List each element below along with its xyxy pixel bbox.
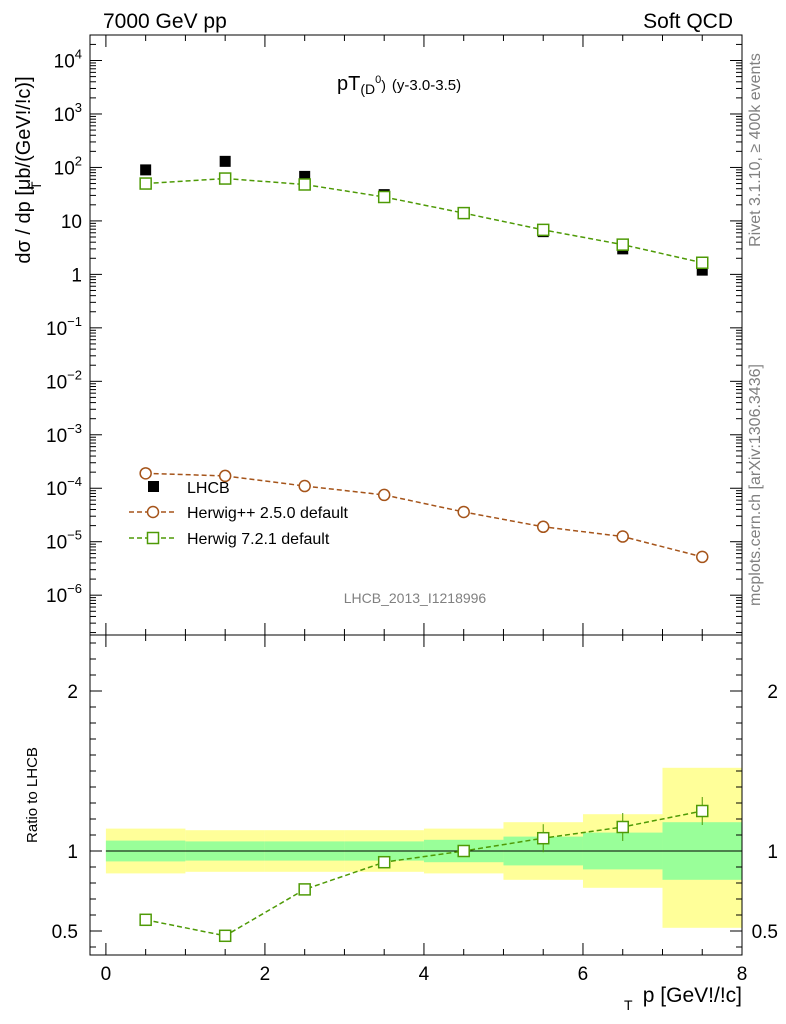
plot-title-sup: 0 <box>375 74 381 86</box>
ratio-y-tick-label-right: 1 <box>767 842 778 863</box>
point-herwig-7-2-1-default <box>139 177 152 190</box>
point-lhcb <box>140 164 152 176</box>
ratio-panel: 0.5 0.5 1 1 2 2 0 2 4 6 8 Ratio to LHCB p [GeV!/!c… <box>24 634 778 1013</box>
x-tick-label: 2 <box>260 964 271 985</box>
ratio-y-tick-label-left: 2 <box>67 682 78 703</box>
ratio-point-herwig-7-2-1-default <box>298 883 311 896</box>
point-lhcb <box>299 170 311 182</box>
ratio-point-herwig-7-2-1-default <box>218 929 232 943</box>
legend-marker-lhcb <box>148 481 159 492</box>
series-line-herwig-2-5-0-default <box>145 472 703 558</box>
plot-title-main: pT <box>337 73 360 95</box>
main-y-tick-label: 10−6 <box>46 581 82 607</box>
main-y-tick-label: 10−5 <box>46 528 82 554</box>
x-tick-label: 8 <box>737 964 748 985</box>
point-herwig-2-5-0-default <box>139 467 152 480</box>
ratio-point-herwig-7-2-1-default <box>536 831 550 845</box>
rivet-version-label: Rivet 3.1.10, ≥ 400k events <box>747 53 764 247</box>
analysis-watermark: LHCB_2013_I1218996 <box>344 590 487 606</box>
main-y-tick-label: 104 <box>54 47 82 73</box>
point-herwig-7-2-1-default <box>695 256 709 270</box>
point-herwig-2-5-0-default <box>457 505 470 519</box>
main-y-axis-label: dσ / dp [μb/(GeV!/!c)] <box>13 76 35 263</box>
legend-label-herwigpp: Herwig++ 2.5.0 default <box>187 505 349 522</box>
mcplots-reference-label: mcplots.cern.ch [arXiv:1306.3436] <box>747 364 764 606</box>
ratio-y-tick-label-left: 1 <box>67 842 78 863</box>
point-herwig-7-2-1-default <box>457 206 470 220</box>
point-herwig-7-2-1-default <box>536 223 550 237</box>
legend-entry-herwigpp: Herwig++ 2.5.0 default <box>129 505 349 522</box>
main-y-tick-label: 103 <box>54 100 82 126</box>
main-y-axis-label-sub: T <box>28 181 44 190</box>
legend-marker-herwig7 <box>146 531 160 545</box>
point-herwig-2-5-0-default <box>218 469 232 483</box>
ratio-y-axis-label: Ratio to LHCB <box>24 747 41 843</box>
header-category-label: Soft QCD <box>643 10 733 33</box>
point-herwig-2-5-0-default <box>298 479 311 493</box>
ratio-y-tick-label-right: 0.5 <box>752 922 778 943</box>
plot-title-range: (y-3.0-3.5) <box>392 77 461 94</box>
point-herwig-7-2-1-default <box>616 238 629 251</box>
ratio-plot-frame <box>89 634 743 956</box>
header-energy-label: 7000 GeV pp <box>103 10 227 33</box>
main-y-tick-label: 102 <box>54 153 82 179</box>
legend-label-herwig7: Herwig 7.2.1 default <box>187 531 330 548</box>
ratio-point-herwig-7-2-1-default <box>377 855 391 869</box>
main-y-tick-label: 10−4 <box>46 474 82 500</box>
x-tick-label: 6 <box>578 964 589 985</box>
point-herwig-2-5-0-default <box>377 488 391 502</box>
ratio-series-line-herwig-7-2-1-default <box>145 810 703 937</box>
x-axis-label: p [GeV!/!c] <box>643 984 742 1007</box>
point-lhcb <box>696 264 708 276</box>
point-herwig-7-2-1-default <box>298 178 311 191</box>
main-y-tick-label: 10−1 <box>46 314 82 340</box>
ratio-point-herwig-7-2-1-default <box>695 804 709 818</box>
main-y-tick-label: 10 <box>61 212 82 233</box>
point-herwig-2-5-0-default <box>536 520 550 534</box>
legend-entry-herwig7: Herwig 7.2.1 default <box>129 531 330 548</box>
ratio-point-herwig-7-2-1-default <box>139 913 152 927</box>
ratio-y-tick-label-left: 0.5 <box>52 922 78 943</box>
main-y-tick-label: 10−3 <box>46 421 82 447</box>
legend-entry-lhcb: LHCB <box>148 480 230 497</box>
point-herwig-2-5-0-default <box>616 530 629 543</box>
plot-title-sub: (D <box>360 81 375 97</box>
point-herwig-7-2-1-default <box>377 190 391 204</box>
ratio-y-tick-label-right: 2 <box>767 682 778 703</box>
point-lhcb <box>219 155 231 167</box>
ratio-point-herwig-7-2-1-default <box>457 844 470 858</box>
legend: LHCB Herwig++ 2.5.0 default Herwig 7.2.1… <box>129 480 349 548</box>
ratio-point-herwig-7-2-1-default <box>616 820 629 834</box>
x-axis-label-sub: T <box>624 997 633 1013</box>
x-tick-label: 0 <box>101 964 112 985</box>
plot-title-close: ) <box>381 77 386 93</box>
point-herwig-2-5-0-default <box>695 550 709 564</box>
series-line-herwig-7-2-1-default <box>145 177 703 264</box>
legend-label-lhcb: LHCB <box>187 480 230 497</box>
plot-title: pT(D0) (y-3.0-3.5) <box>337 73 461 97</box>
x-tick-label: 4 <box>419 964 430 985</box>
legend-marker-herwigpp <box>146 505 160 519</box>
point-herwig-7-2-1-default <box>218 172 232 185</box>
main-y-tick-label: 10−2 <box>46 367 82 393</box>
main-y-tick-label: 1 <box>71 265 82 286</box>
